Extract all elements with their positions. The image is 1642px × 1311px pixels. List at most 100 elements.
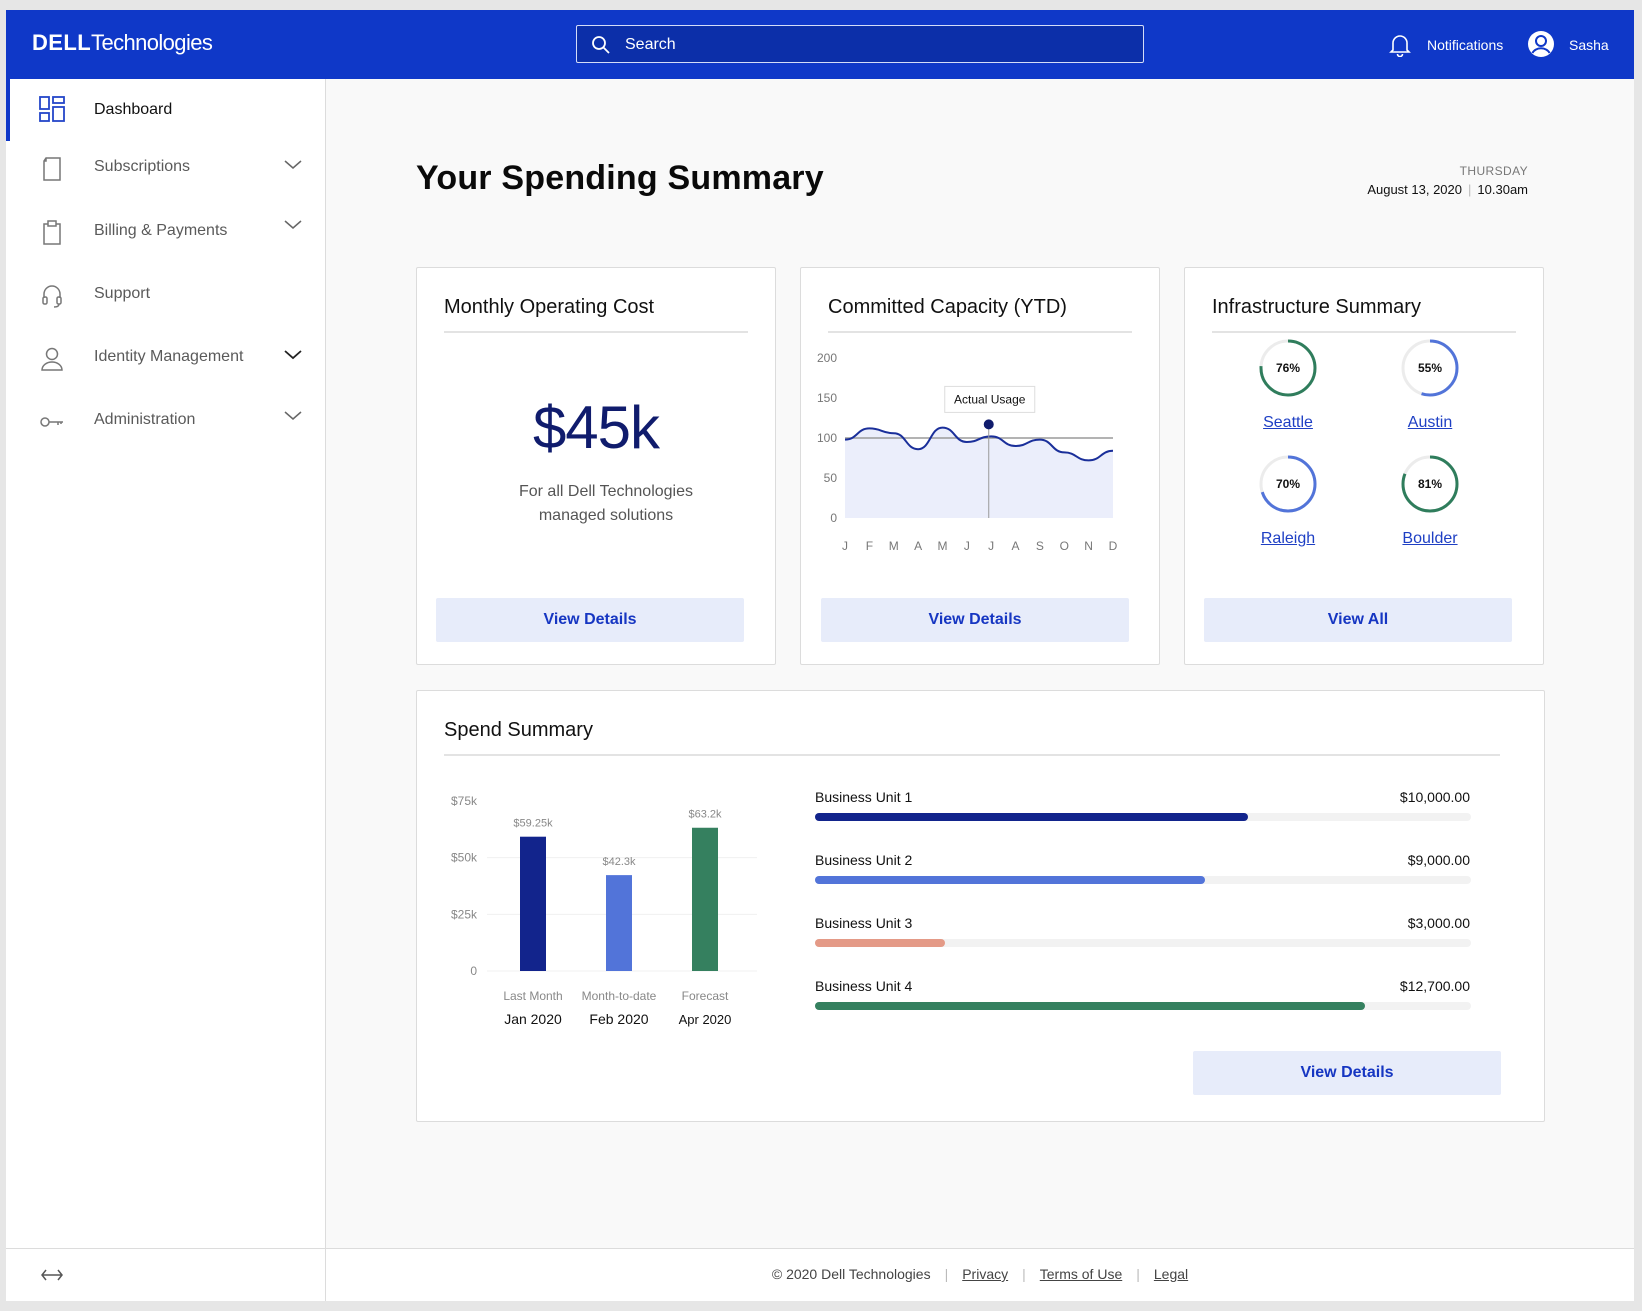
site-link-raleigh[interactable]: Raleigh xyxy=(1260,530,1316,547)
dell-logo[interactable]: DELLTechnologies xyxy=(32,30,213,56)
spend-summary-card: Spend Summary $75k $50k $25k 0 $59.25k $42.3k… xyxy=(416,690,1545,1122)
chevron-down-icon[interactable] xyxy=(284,349,302,361)
x-tick-label: O xyxy=(1060,539,1069,553)
card-title: Spend Summary xyxy=(444,719,593,741)
business-unit-name: Business Unit 4 xyxy=(815,978,913,994)
x-tick-label: M xyxy=(889,539,899,553)
view-details-button[interactable]: View Details xyxy=(821,598,1129,642)
y-tick-label: 50 xyxy=(824,471,838,485)
x-tick-label: S xyxy=(1036,539,1044,553)
sidebar-label-dashboard: Dashboard xyxy=(94,101,173,118)
card-title: Monthly Operating Cost xyxy=(444,296,655,318)
user-avatar-icon[interactable] xyxy=(1527,30,1555,58)
search-input[interactable]: Search xyxy=(576,25,1144,63)
bar-0 xyxy=(520,836,546,971)
monthly-cost-card: Monthly Operating Cost $45k For all Dell… xyxy=(416,267,776,665)
privacy-link[interactable]: Privacy xyxy=(962,1266,1009,1282)
gauge-fill-boulder xyxy=(1401,455,1459,513)
y-tick-label: 100 xyxy=(817,431,837,445)
clipboard-icon xyxy=(43,220,61,245)
bar-category-label: Month-to-date xyxy=(581,989,657,1003)
sidebar-item-subscriptions[interactable]: Subscriptions xyxy=(6,141,326,193)
footer-links: © 2020 Dell Technologies | Privacy | Terms o… xyxy=(326,1266,1634,1282)
chevron-down-icon[interactable] xyxy=(284,410,302,422)
bell-icon[interactable] xyxy=(1389,33,1411,57)
x-tick-label: N xyxy=(1084,539,1093,553)
y-tick-label: $25k xyxy=(451,907,478,921)
sidebar-label-administration: Administration xyxy=(94,411,196,428)
gauge-percent-seattle: 76% xyxy=(1276,361,1300,375)
legal-link[interactable]: Legal xyxy=(1153,1266,1189,1282)
subscriptions-icon xyxy=(43,157,61,181)
x-tick-label: A xyxy=(914,539,922,553)
notifications-link[interactable]: Notifications xyxy=(1427,37,1504,53)
footer-separator: | xyxy=(1136,1266,1140,1282)
y-tick-label: 0 xyxy=(470,964,477,978)
y-tick-label: 150 xyxy=(817,391,837,405)
bar-1 xyxy=(606,875,632,971)
y-tick-label: $50k xyxy=(451,851,478,865)
view-all-button[interactable]: View All xyxy=(1204,598,1512,642)
copyright: © 2020 Dell Technologies xyxy=(771,1266,931,1282)
x-tick-label: J xyxy=(964,539,970,553)
card-divider xyxy=(828,331,1132,333)
x-tick-label: A xyxy=(1012,539,1020,553)
bar-value-label: $63.2k xyxy=(688,809,722,821)
x-tick-label: D xyxy=(1109,539,1118,553)
site-link-austin[interactable]: Austin xyxy=(1407,414,1453,431)
search-icon xyxy=(592,36,610,54)
sidebar-item-administration[interactable]: Administration xyxy=(6,394,326,446)
page-title: Your Spending Summary xyxy=(416,159,824,197)
chevron-down-icon[interactable] xyxy=(284,219,302,231)
sidebar-item-support[interactable]: Support xyxy=(6,268,326,320)
top-bar: DELLTechnologies Search Notifications Sa… xyxy=(6,10,1634,79)
sidebar-item-dashboard[interactable]: Dashboard xyxy=(6,79,326,141)
site-link-seattle[interactable]: Seattle xyxy=(1263,414,1313,431)
sidebar-item-billing[interactable]: Billing & Payments xyxy=(6,205,326,257)
view-details-button[interactable]: View Details xyxy=(436,598,744,642)
date-text: August 13, 2020 xyxy=(1367,182,1463,197)
logo-brand: DELL xyxy=(32,30,92,55)
x-tick-label: M xyxy=(937,539,947,553)
collapse-sidebar-icon[interactable] xyxy=(40,1267,64,1283)
monthly-cost-value: $45k xyxy=(532,394,660,461)
app-frame: DELLTechnologies Search Notifications Sa… xyxy=(6,10,1634,1301)
gauge-fill-seattle xyxy=(1259,339,1317,397)
business-unit-value: $10,000.00 xyxy=(1399,789,1470,805)
y-tick-label: 0 xyxy=(830,511,837,525)
gauge-percent-boulder: 81% xyxy=(1418,477,1442,491)
chevron-down-icon[interactable] xyxy=(284,159,302,171)
sidebar-footer xyxy=(6,1248,326,1301)
sidebar-item-identity[interactable]: Identity Management xyxy=(6,331,326,383)
gauge-fill-austin xyxy=(1401,339,1459,397)
business-unit-value: $9,000.00 xyxy=(1407,852,1470,868)
bar-category-label: Forecast xyxy=(681,989,729,1003)
bar-date-label: Apr 2020 xyxy=(678,1012,732,1027)
card-divider xyxy=(444,331,748,333)
sidebar: Dashboard Subscriptions Billing & Paymen… xyxy=(6,79,326,1301)
person-icon xyxy=(41,347,63,371)
usage-area xyxy=(845,427,1113,518)
business-unit-name: Business Unit 3 xyxy=(815,915,913,931)
date-day: THURSDAY xyxy=(1459,164,1528,178)
spend-bar-chart: $75k $50k $25k 0 $59.25k $42.3k $63.2k xyxy=(451,794,757,978)
business-unit-value: $12,700.00 xyxy=(1399,978,1470,994)
site-link-boulder[interactable]: Boulder xyxy=(1402,530,1458,547)
business-unit-name: Business Unit 2 xyxy=(815,852,913,868)
business-unit-bar-track xyxy=(815,939,1471,947)
card-title: Infrastructure Summary xyxy=(1212,296,1421,318)
page-footer: © 2020 Dell Technologies | Privacy | Terms o… xyxy=(326,1248,1634,1301)
terms-link[interactable]: Terms of Use xyxy=(1039,1266,1123,1282)
business-unit-bar xyxy=(815,813,1248,821)
headset-icon xyxy=(42,285,62,308)
infrastructure-card: Infrastructure Summary 76% 55% 70% 81% Seat… xyxy=(1184,267,1544,665)
y-tick-label: $75k xyxy=(451,794,478,808)
view-details-button[interactable]: View Details xyxy=(1193,1051,1501,1095)
user-name[interactable]: Sasha xyxy=(1569,37,1609,53)
business-unit-bar xyxy=(815,1002,1365,1010)
highlight-point xyxy=(983,419,994,430)
site-gauges: 76% 55% 70% 81% xyxy=(1259,339,1459,513)
sidebar-label-identity: Identity Management xyxy=(94,348,244,365)
footer-separator: | xyxy=(1022,1266,1026,1282)
search-placeholder: Search xyxy=(625,36,676,53)
